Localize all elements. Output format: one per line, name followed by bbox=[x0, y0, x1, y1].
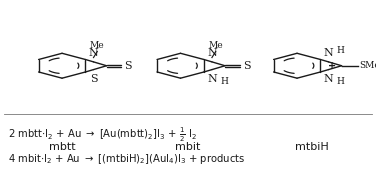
Text: H: H bbox=[337, 46, 345, 55]
Text: H: H bbox=[337, 76, 345, 85]
Text: N: N bbox=[324, 74, 334, 84]
Text: N: N bbox=[324, 48, 334, 58]
Text: S: S bbox=[90, 74, 97, 84]
Text: mbtt: mbtt bbox=[49, 142, 75, 152]
Text: Me: Me bbox=[208, 41, 223, 50]
Text: mtbiH: mtbiH bbox=[295, 142, 329, 152]
Text: 2 mbtt$\cdot$I$_2$ + Au $\rightarrow$ [Au(mbtt)$_2$]I$_3$ + $\frac{1}{2}$ I$_2$: 2 mbtt$\cdot$I$_2$ + Au $\rightarrow$ [A… bbox=[8, 126, 196, 144]
Text: mbit: mbit bbox=[175, 142, 201, 152]
Text: N: N bbox=[207, 74, 217, 84]
Text: +: + bbox=[327, 61, 336, 71]
Text: SMe: SMe bbox=[360, 61, 376, 70]
Text: N: N bbox=[89, 48, 99, 58]
Text: 4 mbit$\cdot$I$_2$ + Au $\rightarrow$ [(mtbiH)$_2$](AuI$_4$)I$_3$ + products: 4 mbit$\cdot$I$_2$ + Au $\rightarrow$ [(… bbox=[8, 152, 245, 166]
Text: Me: Me bbox=[90, 41, 105, 50]
Text: N: N bbox=[207, 48, 217, 58]
Text: H: H bbox=[220, 76, 228, 85]
Text: S: S bbox=[124, 61, 132, 71]
Text: S: S bbox=[243, 61, 250, 71]
